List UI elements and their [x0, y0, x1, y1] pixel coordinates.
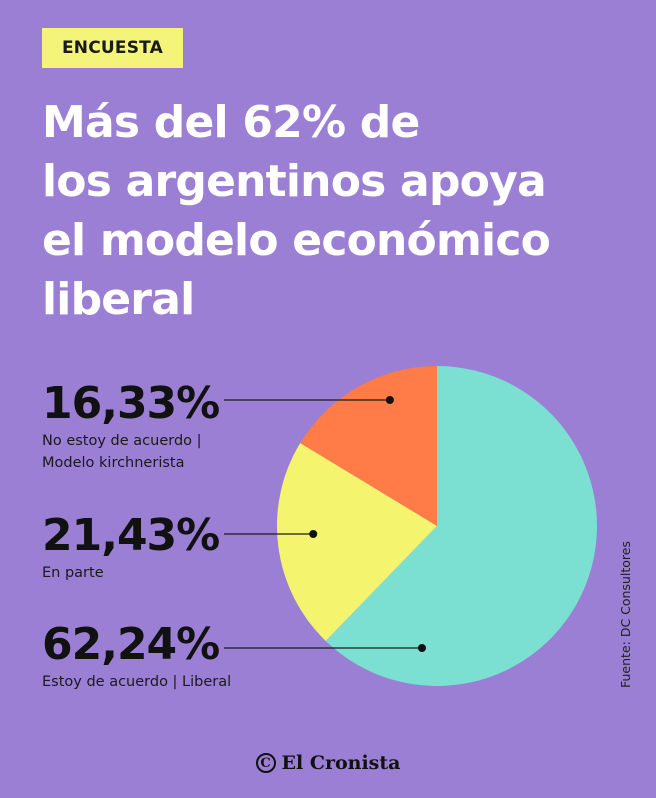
brand-name: El Cronista — [281, 752, 401, 774]
leader-dot-disagree — [385, 396, 394, 404]
leader-dot-partial — [309, 530, 318, 538]
slice-label-line: En parte — [42, 565, 104, 581]
pie-leader-lines — [224, 396, 426, 652]
pie-slices — [276, 366, 597, 687]
pct-label-partial: 21,43% — [42, 510, 220, 561]
pie-slice-agree — [325, 366, 597, 687]
leader-dot-agree — [418, 644, 426, 652]
slice-label-partial: En parte — [42, 562, 104, 584]
headline-line: el modelo económico — [42, 215, 551, 266]
slice-label-line: Estoy de acuerdo | Liberal — [42, 674, 232, 690]
pie-slice-partial — [276, 443, 437, 641]
slice-label-agree: Estoy de acuerdo | Liberal — [42, 671, 231, 693]
pct-label-disagree: 16,33% — [42, 378, 220, 429]
slice-label-line: Modelo kirchnerista — [42, 455, 185, 471]
pct-label-agree: 62,24% — [42, 619, 220, 670]
source-note: Fuente: DC Consultores — [618, 541, 633, 688]
headline-line: Más del 62% de — [42, 97, 420, 148]
category-badge: ENCUESTA — [42, 28, 183, 68]
slice-label-disagree: No estoy de acuerdo | Modelo kirchnerist… — [42, 430, 202, 474]
headline-line: los argentinos apoya — [42, 156, 547, 207]
slice-label-line: No estoy de acuerdo | — [42, 433, 202, 449]
pie-slice-disagree — [300, 366, 437, 526]
brand-logo: C El Cronista — [0, 752, 656, 774]
copyright-c-icon: C — [255, 753, 276, 773]
headline-line: liberal — [42, 274, 195, 325]
headline: Más del 62% de los argentinos apoya el m… — [42, 93, 632, 329]
